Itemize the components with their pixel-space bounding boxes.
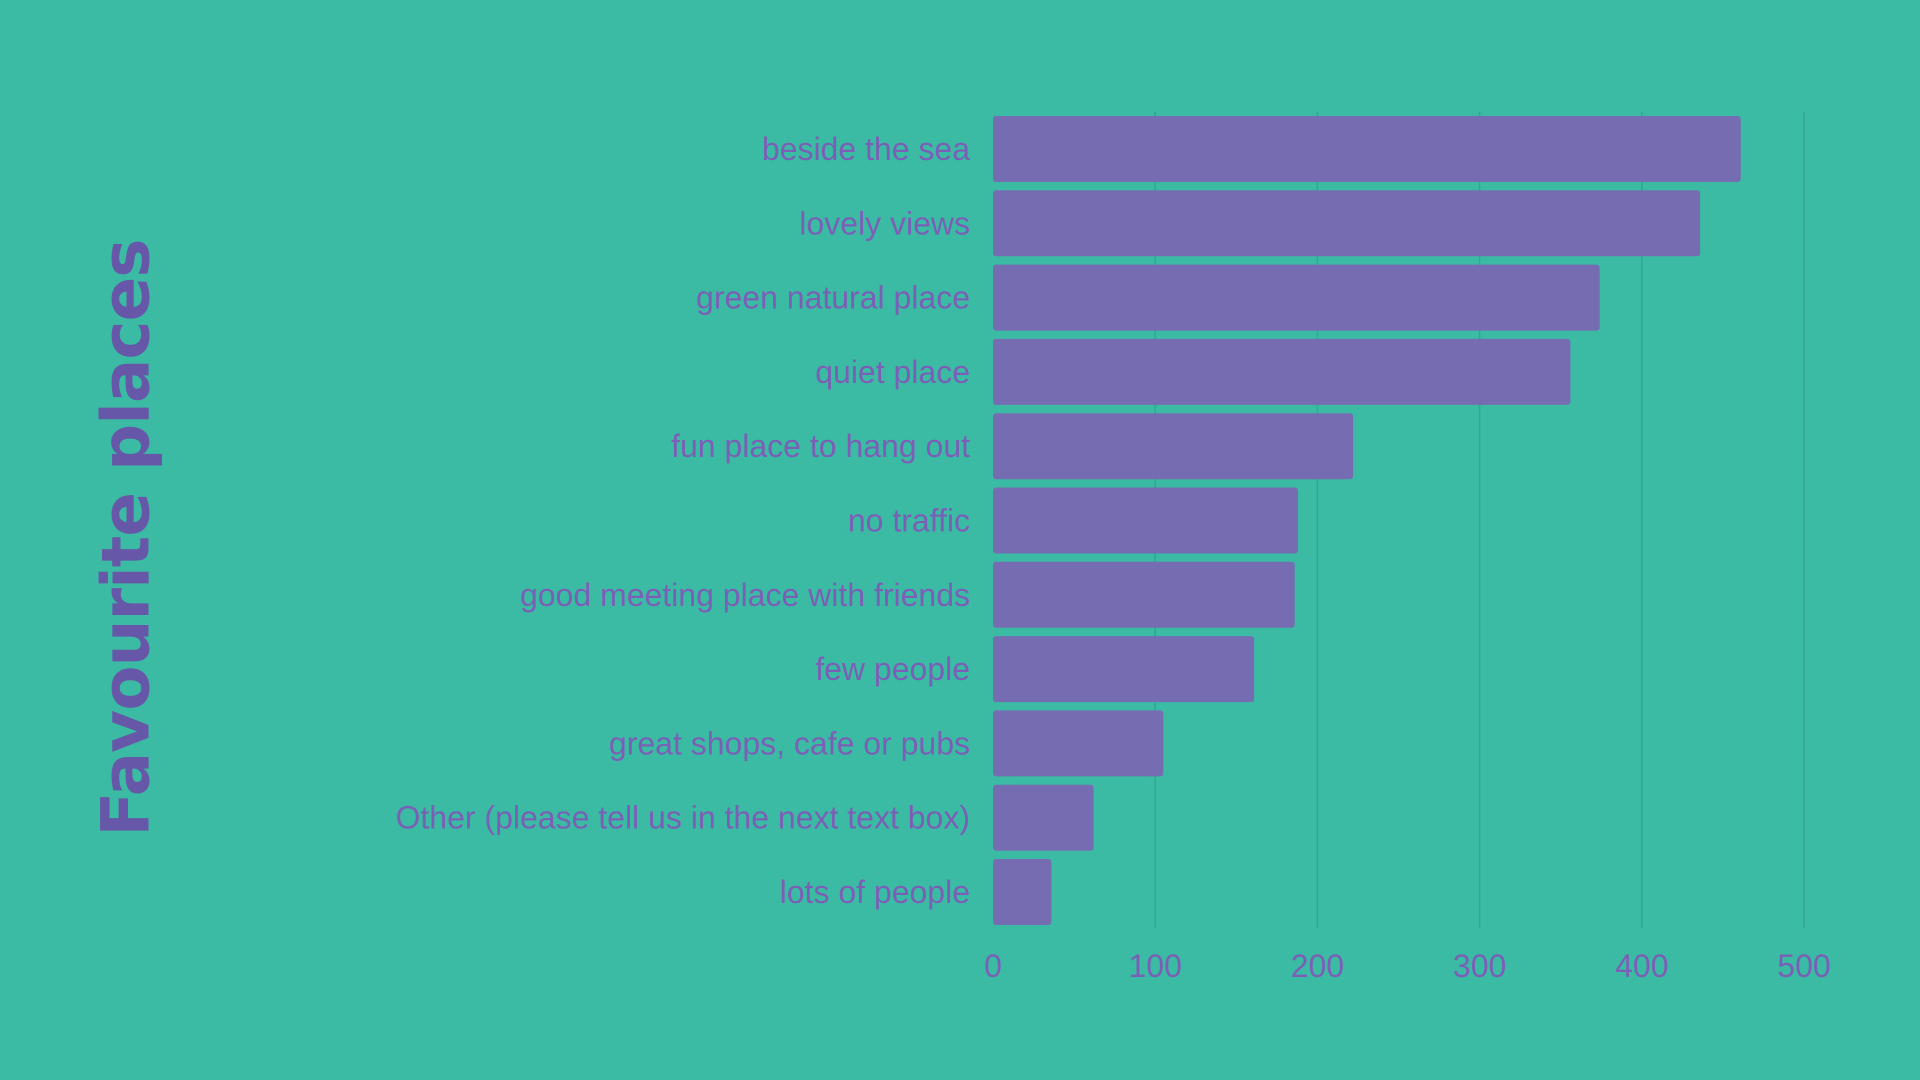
category-label-7: few people <box>815 651 970 687</box>
category-label-9: Other (please tell us in the next text b… <box>395 800 970 836</box>
bar-10 <box>993 859 1052 925</box>
bar-5 <box>993 487 1298 554</box>
bar-8 <box>993 710 1164 777</box>
x-tick-label-500: 500 <box>1777 948 1830 984</box>
category-label-3: quiet place <box>815 354 970 390</box>
bars <box>993 116 1741 925</box>
bar-4 <box>993 413 1354 480</box>
x-tick-label-0: 0 <box>984 948 1002 984</box>
bar-3 <box>993 338 1571 405</box>
x-tick-label-200: 200 <box>1291 948 1344 984</box>
x-tick-label-400: 400 <box>1615 948 1668 984</box>
category-label-6: good meeting place with friends <box>520 577 970 613</box>
category-label-5: no traffic <box>848 503 970 539</box>
category-label-10: lots of people <box>780 874 970 910</box>
bar-1 <box>993 190 1701 257</box>
x-axis-ticks: 0 100 200 300 400 500 <box>984 948 1831 984</box>
bar-0 <box>993 116 1741 182</box>
x-tick-label-100: 100 <box>1129 948 1182 984</box>
bar-7 <box>993 636 1255 703</box>
x-tick-label-300: 300 <box>1453 948 1506 984</box>
bar-9 <box>993 784 1094 851</box>
bar-2 <box>993 264 1600 331</box>
category-label-2: green natural place <box>696 280 970 316</box>
bar-6 <box>993 561 1295 628</box>
category-label-1: lovely views <box>799 205 970 241</box>
category-labels: beside the sea lovely views green natural … <box>395 131 970 910</box>
category-label-4: fun place to hang out <box>671 428 970 464</box>
category-label-0: beside the sea <box>762 131 970 167</box>
category-label-8: great shops, cafe or pubs <box>609 725 970 761</box>
